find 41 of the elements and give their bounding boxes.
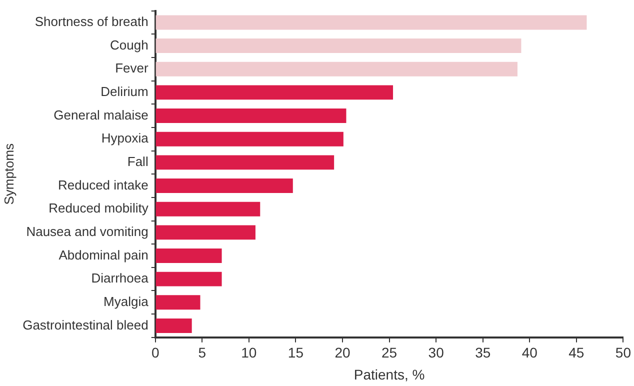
- y-tick-label: Gastrointestinal bleed: [22, 317, 148, 332]
- x-tick-label: 0: [151, 344, 160, 361]
- x-tick-label: 20: [334, 344, 350, 361]
- y-axis-title: Symptoms: [1, 142, 16, 205]
- y-tick-label: Cough: [110, 37, 148, 52]
- y-tick-label: General malaise: [54, 107, 148, 122]
- bar: [156, 15, 587, 30]
- y-tick-label: Reduced mobility: [48, 200, 149, 216]
- bar: [156, 178, 293, 193]
- y-tick-label: Reduced intake: [58, 177, 148, 192]
- bar: [156, 295, 200, 310]
- x-tick-label: 15: [288, 344, 304, 361]
- y-tick-label: Shortness of breath: [34, 14, 148, 30]
- x-tick-label: 40: [522, 344, 538, 361]
- x-tick-label: 30: [428, 344, 444, 361]
- y-tick-label: Diarrhoea: [91, 270, 150, 286]
- x-tick-label: 10: [241, 344, 257, 361]
- bar: [156, 108, 346, 124]
- y-tick-label: Nausea and vomiting: [26, 224, 148, 239]
- x-tick-label: 50: [615, 344, 632, 361]
- y-tick-label: Abdominal pain: [58, 247, 148, 262]
- bar: [156, 85, 394, 100]
- bar: [156, 38, 522, 54]
- bar: [156, 202, 260, 216]
- y-tick-label: Hypoxia: [101, 130, 150, 146]
- bar: [156, 155, 334, 170]
- y-tick-label: Fever: [115, 60, 150, 76]
- x-tick-label: 45: [568, 344, 584, 361]
- bar: [156, 132, 344, 146]
- bar: [156, 318, 192, 333]
- y-tick-label: Delirium: [100, 84, 148, 100]
- x-tick-label: 25: [381, 344, 398, 361]
- y-tick-label: Myalgia: [104, 294, 150, 309]
- bar: [156, 62, 518, 76]
- x-tick-label: 5: [198, 344, 206, 361]
- bar: [156, 225, 256, 240]
- x-axis-title: Patients, %: [354, 366, 425, 382]
- x-tick-label: 35: [475, 344, 491, 361]
- bar: [156, 248, 222, 263]
- y-tick-label: Fall: [127, 154, 148, 170]
- bar: [156, 272, 222, 286]
